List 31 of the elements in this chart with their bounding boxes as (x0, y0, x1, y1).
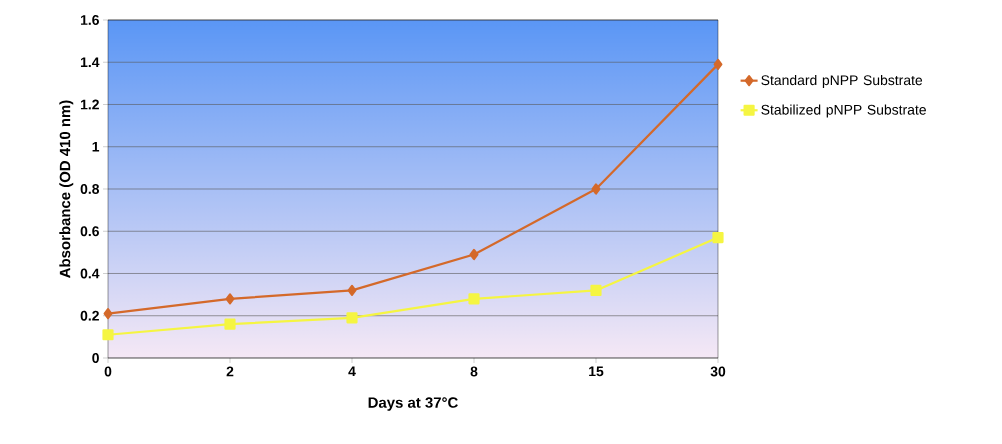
point (468, 293, 480, 305)
point (346, 312, 358, 324)
y-tick-label: 0.8 (80, 184, 100, 194)
point (225, 293, 235, 305)
point (347, 284, 357, 296)
x-tick-label: 30 (710, 366, 726, 377)
point (713, 58, 723, 70)
y-tick-label: 1.4 (80, 57, 100, 68)
x-tick-label: 4 (348, 366, 356, 377)
point (224, 318, 236, 330)
y-tick-label: 0.4 (80, 268, 100, 279)
legend-label: Stabilized pNPP Substrate (761, 104, 926, 118)
y-tick-label: 0.6 (80, 226, 99, 237)
y-tick-label: 1 (92, 141, 100, 152)
y-tick-label: 1.6 (80, 15, 99, 25)
point (712, 232, 724, 244)
y-tick-label: 1.2 (80, 99, 99, 110)
point (469, 248, 479, 261)
y-axis-title: Absorbance (OD 410 nm) (59, 100, 74, 278)
x-tick-label: 8 (470, 366, 478, 377)
point (102, 329, 114, 341)
x-tick-label: 2 (226, 366, 234, 377)
y-tick-label: 0 (92, 353, 99, 363)
point (103, 308, 113, 320)
y-tick-label: 0.2 (80, 310, 99, 321)
x-tick-label: 0 (104, 366, 112, 377)
point (590, 284, 602, 296)
x-axis-title: Days at 37°C (368, 397, 458, 411)
x-tick-label: 15 (589, 366, 604, 377)
legend-label: Standard pNPP Substrate (761, 74, 923, 88)
point (591, 183, 601, 195)
